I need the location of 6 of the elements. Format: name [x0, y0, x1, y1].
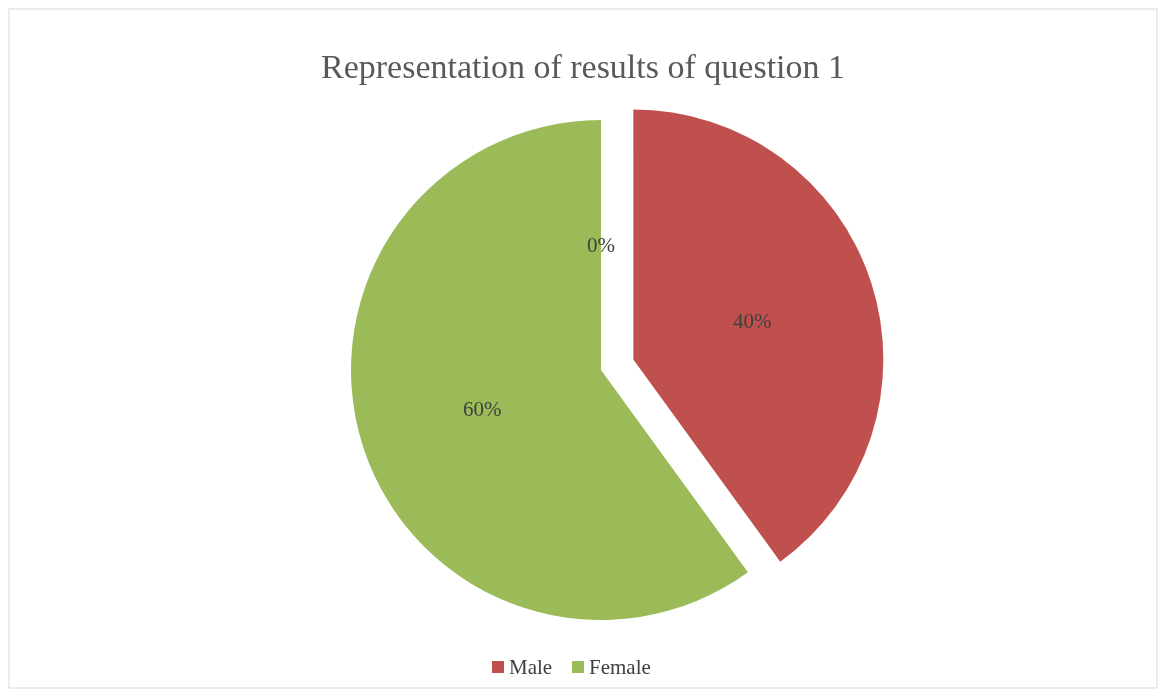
- data-label: 60%: [462, 396, 502, 421]
- data-label: 40%: [732, 308, 772, 333]
- chart-title: Representation of results of question 1: [320, 48, 846, 85]
- legend-label: Female: [589, 655, 651, 679]
- legend-label: Male: [509, 655, 553, 679]
- text: 0%: [587, 233, 615, 257]
